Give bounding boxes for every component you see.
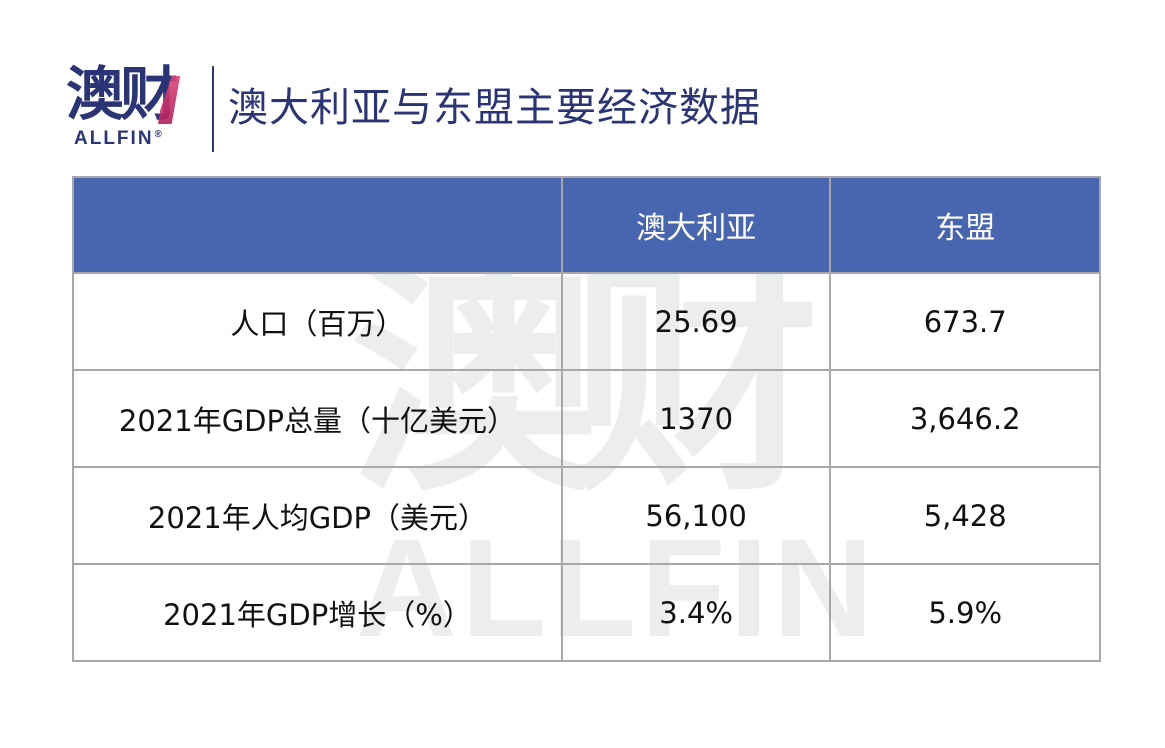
table-row: 2021年GDP总量（十亿美元） 1370 3,646.2: [72, 369, 1101, 468]
economic-data-table: 澳大利亚 东盟 人口（百万） 25.69 673.7 2021年GDP总量（十亿…: [72, 176, 1101, 662]
registered-mark-icon: ®: [154, 128, 162, 140]
allfin-logo: 澳财 ALLFIN®: [66, 62, 190, 154]
australia-value: 3.4%: [560, 563, 832, 662]
asean-value: 5,428: [829, 466, 1101, 565]
row-label: 人口（百万）: [72, 272, 563, 371]
asean-value: 3,646.2: [829, 369, 1101, 468]
australia-value: 56,100: [560, 466, 832, 565]
header-cell-metric: [72, 176, 563, 274]
australia-value: 1370: [560, 369, 832, 468]
logo-chinese-text: 澳财: [66, 60, 178, 128]
row-label: 2021年人均GDP（美元）: [72, 466, 563, 565]
logo-english-text: ALLFIN®: [74, 128, 162, 150]
table-row: 人口（百万） 25.69 673.7: [72, 272, 1101, 371]
asean-value: 673.7: [829, 272, 1101, 371]
header-divider: [212, 66, 214, 152]
logo-english-label: ALLFIN: [74, 128, 154, 149]
row-label: 2021年GDP增长（%）: [72, 563, 563, 662]
header-cell-asean: 东盟: [829, 176, 1101, 274]
australia-value: 25.69: [560, 272, 832, 371]
table-row: 2021年人均GDP（美元） 56,100 5,428: [72, 466, 1101, 565]
page-title: 澳大利亚与东盟主要经济数据: [228, 85, 761, 131]
table-header-row: 澳大利亚 东盟: [72, 176, 1101, 274]
asean-value: 5.9%: [829, 563, 1101, 662]
row-label: 2021年GDP总量（十亿美元）: [72, 369, 563, 468]
header-cell-australia: 澳大利亚: [560, 176, 832, 274]
table-row: 2021年GDP增长（%） 3.4% 5.9%: [72, 563, 1101, 662]
